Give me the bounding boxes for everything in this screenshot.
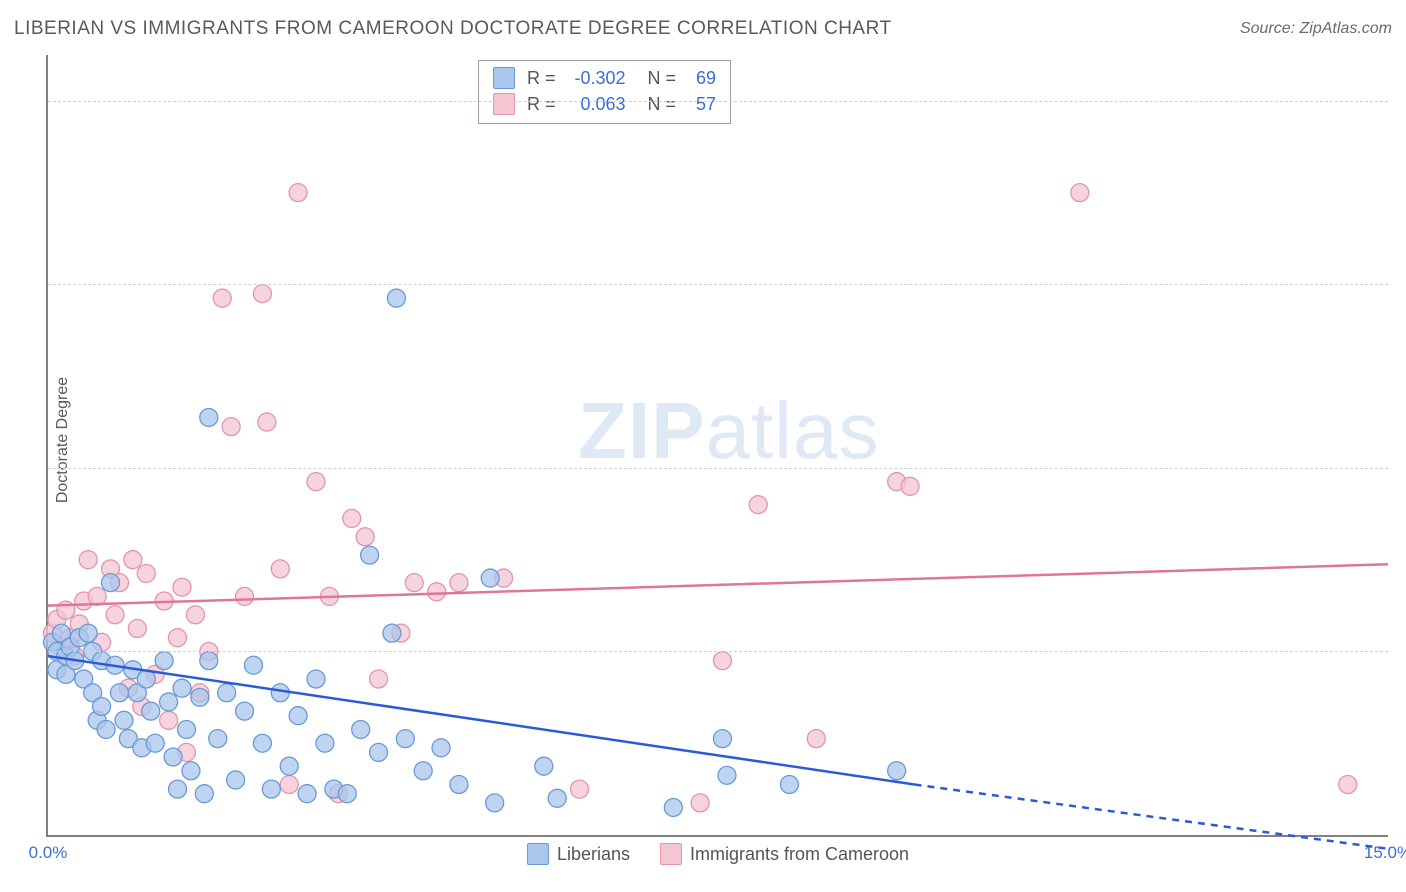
swatch-pink-icon	[660, 843, 682, 865]
r-value: -0.302	[566, 68, 626, 89]
y-tick-label: 4.0%	[1396, 458, 1406, 478]
n-label: N =	[648, 68, 677, 89]
y-tick-label: 8.0%	[1396, 91, 1406, 111]
swatch-blue-icon	[527, 843, 549, 865]
gridline	[48, 468, 1388, 469]
swatch-blue-icon	[493, 67, 515, 89]
r-value: 0.063	[566, 94, 626, 115]
legend-label: Liberians	[557, 844, 630, 865]
legend-row-pink: R = 0.063 N = 57	[493, 93, 716, 115]
y-tick-label: 2.0%	[1396, 641, 1406, 661]
n-label: N =	[648, 94, 677, 115]
n-value: 69	[686, 68, 716, 89]
legend-item-blue: Liberians	[527, 843, 630, 865]
plot-area: ZIPatlas R = -0.302 N = 69 R = 0.063 N =…	[46, 55, 1388, 837]
n-value: 57	[686, 94, 716, 115]
r-label: R =	[527, 68, 556, 89]
gridline	[48, 651, 1388, 652]
gridline	[48, 284, 1388, 285]
swatch-pink-icon	[493, 93, 515, 115]
r-label: R =	[527, 94, 556, 115]
x-tick-label: 15.0%	[1364, 843, 1406, 863]
correlation-legend: R = -0.302 N = 69 R = 0.063 N = 57	[478, 60, 731, 124]
chart-title: LIBERIAN VS IMMIGRANTS FROM CAMEROON DOC…	[14, 18, 892, 40]
legend-label: Immigrants from Cameroon	[690, 844, 909, 865]
legend-row-blue: R = -0.302 N = 69	[493, 67, 716, 89]
chart-svg	[48, 55, 1388, 835]
x-tick-label: 0.0%	[29, 843, 68, 863]
legend-item-pink: Immigrants from Cameroon	[660, 843, 909, 865]
gridline	[48, 101, 1388, 102]
y-tick-label: 6.0%	[1396, 274, 1406, 294]
chart-source: Source: ZipAtlas.com	[1240, 20, 1392, 38]
series-legend: Liberians Immigrants from Cameroon	[527, 843, 909, 865]
